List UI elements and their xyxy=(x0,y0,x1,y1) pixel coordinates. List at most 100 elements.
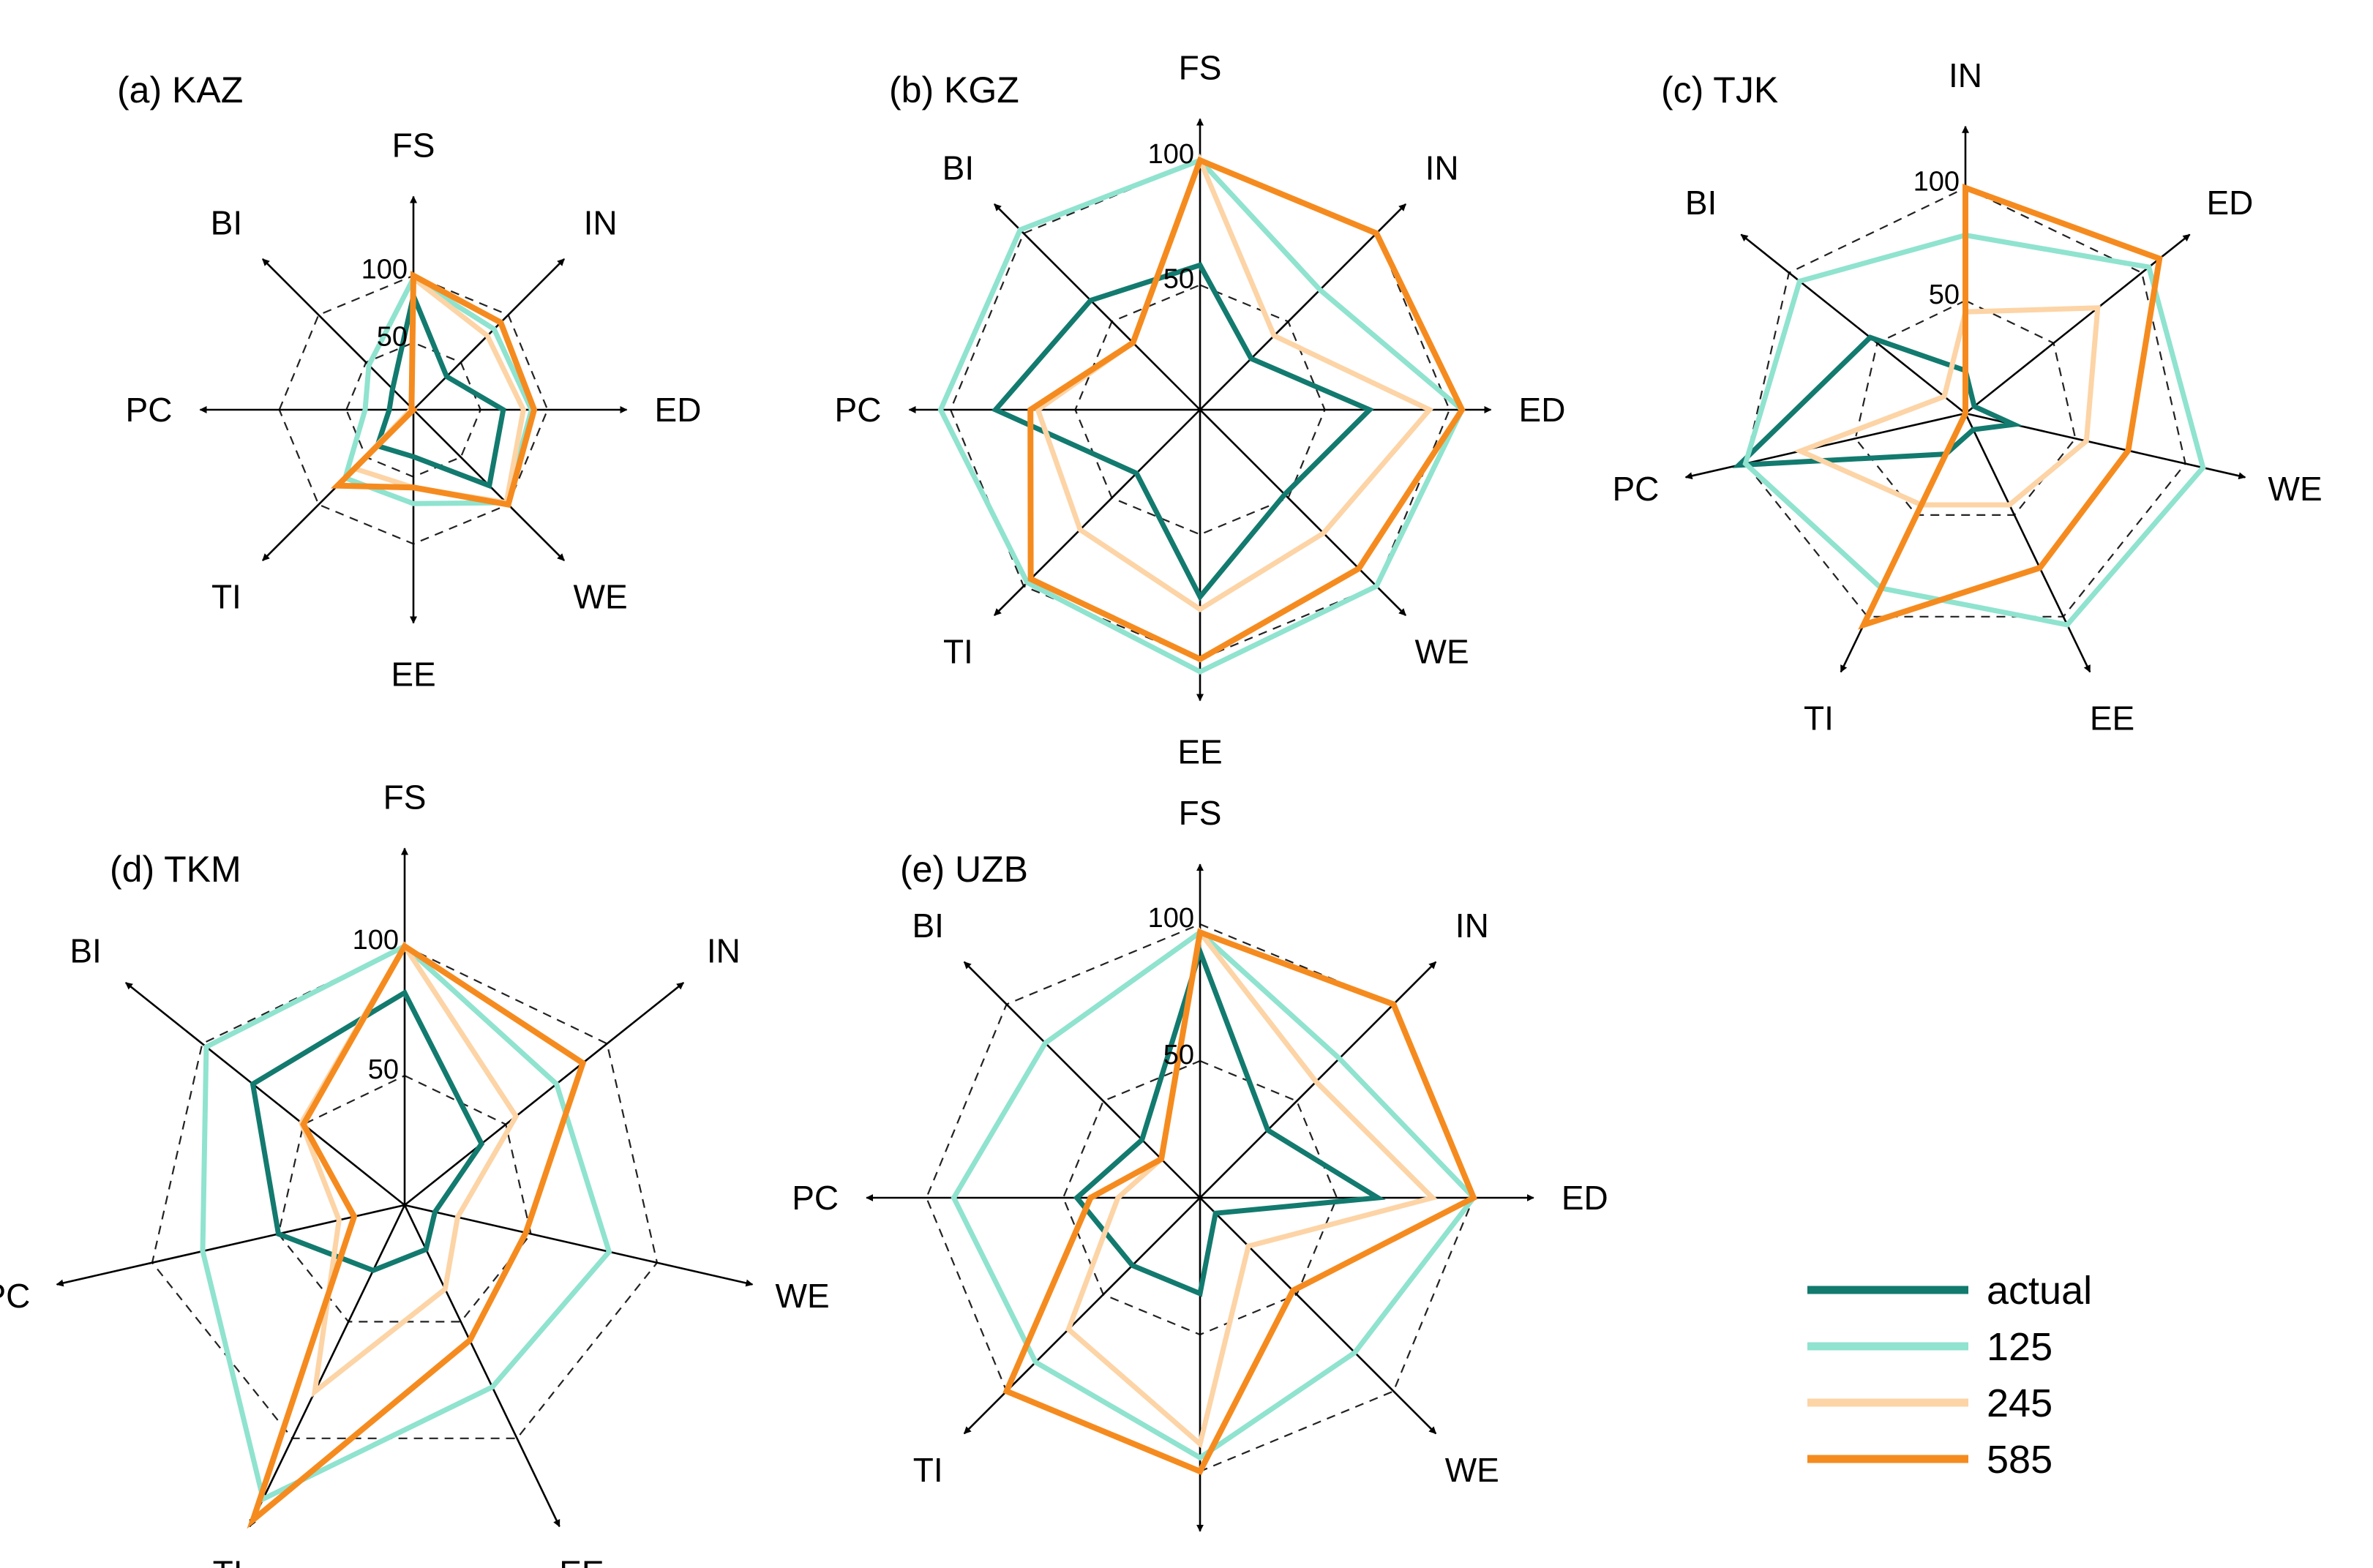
panel-tjk: IN ED WE EE TI PC BI 50 100 (c) TJK xyxy=(1612,56,2322,738)
axis-label-bi-kaz: BI xyxy=(211,203,242,241)
axis-bi-kgz xyxy=(993,203,1201,410)
legend: actual 125 245 585 xyxy=(1807,1269,2092,1482)
tick-label-100-tkm: 100 xyxy=(353,925,399,956)
axis-ed-tjk xyxy=(1965,233,2191,415)
legend-label-125: 125 xyxy=(1987,1325,2053,1369)
axis-bi-tkm xyxy=(124,981,405,1207)
series-actual-kaz xyxy=(374,287,506,489)
series-585-uzb xyxy=(1002,928,1478,1476)
series-585-kgz xyxy=(1027,156,1466,663)
series-585-tkm xyxy=(247,942,587,1529)
series-actual-kgz xyxy=(991,262,1374,602)
axis-label-fs-tkm: FS xyxy=(383,778,427,816)
axis-label-ed-uzb: ED xyxy=(1562,1179,1608,1217)
axis-label-bi-kgz: BI xyxy=(942,149,974,187)
series-245-tjk xyxy=(1793,305,2101,508)
panel-tkm: FS IN WE EE TI PC BI 50 100 (d) TKM xyxy=(0,778,830,1568)
series-585-tjk xyxy=(1858,183,2163,630)
axis-ti-uzb xyxy=(963,1197,1201,1435)
axis-label-ee-uzb: EE xyxy=(1177,1564,1222,1568)
axis-pc-tjk xyxy=(1684,412,1966,480)
axis-label-ed-kgz: ED xyxy=(1519,391,1566,429)
ring-100-kgz xyxy=(949,159,1451,661)
axis-label-pc-uzb: PC xyxy=(792,1179,839,1217)
axis-label-in-kaz: IN xyxy=(584,203,618,241)
panel-kaz: FS IN ED WE EE TI PC BI 50 100 (a) KAZ xyxy=(117,70,701,694)
series-125-kaz xyxy=(342,274,535,506)
legend-label-245: 245 xyxy=(1987,1381,2053,1425)
axis-bi-tjk xyxy=(1740,233,1966,415)
ring-100-kaz xyxy=(278,274,549,545)
axis-in-kgz xyxy=(1199,203,1407,410)
axis-pc-tkm xyxy=(56,1204,405,1287)
axis-label-we-kaz: WE xyxy=(574,578,628,616)
series-actual-tkm xyxy=(250,989,485,1274)
series-245-uzb xyxy=(1065,926,1438,1449)
tick-label-50-tkm: 50 xyxy=(368,1054,399,1085)
axis-label-pc-kgz: PC xyxy=(835,391,882,429)
chart-tkm-layer: FS IN WE EE TI PC BI 50 100 xyxy=(0,778,830,1568)
axis-in-tkm xyxy=(404,981,685,1207)
panel-title-tjk: (c) TJK xyxy=(1661,70,1778,110)
chart-uzb-layer: FS IN ED WE EE TI PC BI 50 100 xyxy=(792,794,1608,1568)
chart-kgz-layer: FS IN ED WE EE TI PC BI 50 100 xyxy=(835,49,1566,771)
axis-label-we-kgz: WE xyxy=(1415,633,1469,671)
axis-we-tkm xyxy=(404,1204,754,1287)
tick-label-50-kgz: 50 xyxy=(1163,264,1194,295)
axis-label-ti-kgz: TI xyxy=(943,633,973,671)
axis-ti-tkm xyxy=(249,1204,406,1528)
axis-label-in-kgz: IN xyxy=(1425,149,1459,187)
series-245-kgz xyxy=(1035,153,1434,612)
ring-50-tjk xyxy=(1854,299,2077,517)
axis-label-fs-uzb: FS xyxy=(1179,794,1222,832)
tick-label-50-uzb: 50 xyxy=(1163,1040,1194,1070)
chart-tjk-layer: IN ED WE EE TI PC BI 50 100 xyxy=(1612,56,2322,738)
tick-label-100-tjk: 100 xyxy=(1913,167,1960,198)
axis-bi-uzb xyxy=(963,961,1201,1198)
axis-label-pc-tkm: PC xyxy=(0,1277,30,1315)
chart-kaz-layer: FS IN ED WE EE TI PC BI 50 100 xyxy=(126,127,702,694)
axis-label-we-tkm: WE xyxy=(776,1277,830,1315)
axis-label-ed-kaz: ED xyxy=(655,391,702,429)
axis-label-ti-uzb: TI xyxy=(913,1451,943,1489)
panel-uzb: FS IN ED WE EE TI PC BI 50 100 (e) UZB xyxy=(792,794,1608,1568)
ring-100-tjk xyxy=(1744,187,2186,618)
axis-label-ti-tkm: TI xyxy=(213,1553,243,1568)
axis-label-bi-tjk: BI xyxy=(1685,184,1717,222)
series-actual-uzb xyxy=(1073,943,1386,1297)
axis-bi-kaz xyxy=(261,258,414,410)
axis-label-in-tkm: IN xyxy=(707,931,741,969)
series-125-tkm xyxy=(200,942,612,1503)
axis-label-pc-tjk: PC xyxy=(1612,470,1659,508)
axis-label-fs-kaz: FS xyxy=(392,127,435,165)
panel-title-tkm: (d) TKM xyxy=(110,849,241,890)
series-585-kaz xyxy=(330,271,538,509)
series-125-uzb xyxy=(951,929,1477,1461)
panel-kgz: FS IN ED WE EE TI PC BI 50 100 (b) KGZ xyxy=(835,49,1566,771)
series-actual-tjk xyxy=(1732,334,2023,468)
axis-label-fs-kgz: FS xyxy=(1179,49,1222,87)
axis-label-ed-tjk: ED xyxy=(2206,184,2253,222)
axis-ee-tjk xyxy=(1964,413,2091,673)
axis-label-we-tjk: WE xyxy=(2268,470,2323,508)
axis-in-uzb xyxy=(1199,961,1437,1198)
axis-label-ee-tjk: EE xyxy=(2090,699,2134,737)
tick-label-100-uzb: 100 xyxy=(1148,903,1194,934)
axis-label-in-tjk: IN xyxy=(1949,56,1982,94)
ring-50-tkm xyxy=(277,1074,532,1323)
series-245-tkm xyxy=(299,941,520,1398)
series-125-tjk xyxy=(1742,232,2206,628)
series-125-kgz xyxy=(937,157,1466,675)
legend-label-585: 585 xyxy=(1987,1438,2053,1482)
tick-label-100-kaz: 100 xyxy=(361,255,408,285)
panel-title-uzb: (e) UZB xyxy=(900,849,1028,890)
tick-label-100-kgz: 100 xyxy=(1148,139,1194,170)
legend-label-actual: actual xyxy=(1987,1269,2092,1313)
panel-title-kgz: (b) KGZ xyxy=(889,70,1019,110)
axis-we-uzb xyxy=(1199,1197,1437,1435)
axis-label-ti-tjk: TI xyxy=(1804,699,1834,737)
axis-we-kgz xyxy=(1199,409,1407,617)
axis-label-bi-uzb: BI xyxy=(912,907,943,945)
tick-label-50-kaz: 50 xyxy=(377,321,408,352)
